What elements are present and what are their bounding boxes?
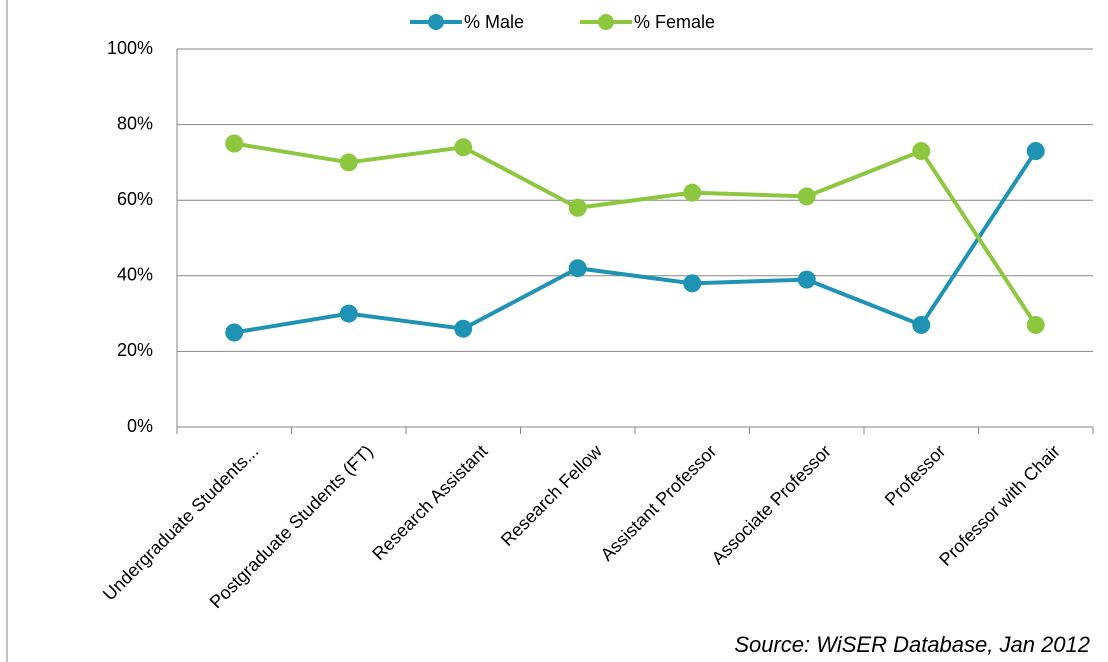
y-tick-label: 60% bbox=[117, 189, 153, 209]
y-tick-label: 100% bbox=[107, 38, 153, 58]
x-tick-label: Associate Professor bbox=[708, 441, 835, 568]
x-tick-label: Professor bbox=[881, 441, 950, 510]
data-point bbox=[1026, 315, 1045, 334]
x-tick-label: Assistant Professor bbox=[597, 441, 721, 565]
data-point bbox=[568, 259, 587, 278]
legend-marker bbox=[598, 14, 614, 30]
data-point bbox=[797, 270, 816, 289]
data-point bbox=[339, 304, 358, 323]
y-tick-label: 0% bbox=[127, 416, 153, 436]
legend-marker bbox=[428, 14, 444, 30]
data-point bbox=[912, 142, 931, 161]
data-point bbox=[568, 198, 587, 217]
data-point bbox=[912, 315, 931, 334]
series-line bbox=[233, 141, 1038, 327]
data-point bbox=[1026, 142, 1045, 161]
y-tick-label: 80% bbox=[117, 113, 153, 133]
x-tick-label: Research Assistant bbox=[368, 441, 491, 564]
series-line bbox=[233, 149, 1038, 335]
y-tick-label: 20% bbox=[117, 340, 153, 360]
data-point bbox=[339, 153, 358, 172]
x-tick-label: Research Fellow bbox=[497, 440, 607, 550]
source-note: Source: WiSER Database, Jan 2012 bbox=[734, 632, 1090, 657]
data-point bbox=[225, 134, 244, 153]
legend-label: % Female bbox=[634, 12, 715, 32]
y-tick-label: 40% bbox=[117, 265, 153, 285]
data-point bbox=[225, 323, 244, 342]
data-point bbox=[454, 319, 473, 338]
data-point bbox=[454, 138, 473, 157]
data-point bbox=[797, 187, 816, 206]
data-point bbox=[683, 274, 702, 293]
data-point bbox=[683, 183, 702, 202]
x-tick-label: Professor with Chair bbox=[935, 441, 1064, 570]
legend-label: % Male bbox=[464, 12, 524, 32]
